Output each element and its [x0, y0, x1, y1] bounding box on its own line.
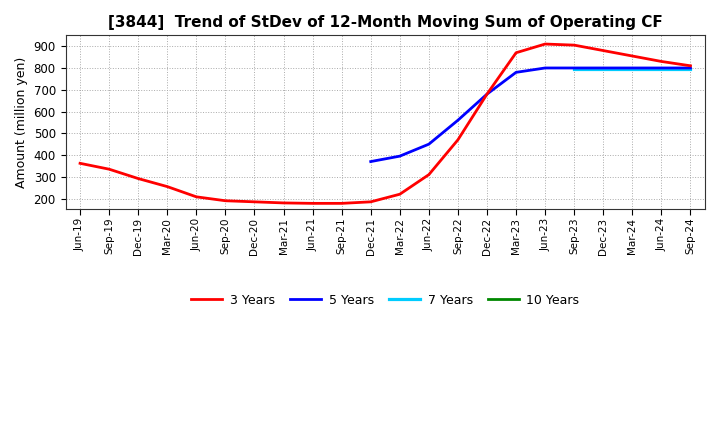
10 Years	[570, 66, 578, 72]
3 Years	[454, 137, 462, 143]
3 Years	[425, 172, 433, 177]
3 Years	[308, 201, 317, 206]
3 Years	[192, 194, 201, 199]
7 Years	[570, 66, 578, 72]
Line: 5 Years: 5 Years	[371, 68, 690, 161]
Title: [3844]  Trend of StDev of 12-Month Moving Sum of Operating CF: [3844] Trend of StDev of 12-Month Moving…	[108, 15, 662, 30]
3 Years	[279, 200, 288, 205]
5 Years	[541, 66, 549, 71]
3 Years	[338, 201, 346, 206]
5 Years	[599, 66, 608, 71]
5 Years	[657, 66, 666, 71]
10 Years	[628, 66, 636, 72]
Legend: 3 Years, 5 Years, 7 Years, 10 Years: 3 Years, 5 Years, 7 Years, 10 Years	[186, 289, 585, 312]
3 Years	[541, 41, 549, 47]
3 Years	[105, 167, 114, 172]
3 Years	[657, 59, 666, 64]
10 Years	[686, 66, 695, 72]
3 Years	[512, 50, 521, 55]
7 Years	[628, 66, 636, 72]
5 Years	[366, 159, 375, 164]
3 Years	[395, 191, 404, 197]
3 Years	[221, 198, 230, 203]
7 Years	[657, 66, 666, 72]
5 Years	[512, 70, 521, 75]
3 Years	[599, 48, 608, 53]
5 Years	[395, 154, 404, 159]
5 Years	[686, 66, 695, 71]
3 Years	[366, 199, 375, 205]
5 Years	[628, 66, 636, 71]
5 Years	[425, 142, 433, 147]
3 Years	[76, 161, 84, 166]
Line: 3 Years: 3 Years	[80, 44, 690, 203]
3 Years	[250, 199, 258, 205]
3 Years	[134, 176, 143, 181]
5 Years	[454, 117, 462, 123]
7 Years	[686, 66, 695, 72]
Y-axis label: Amount (million yen): Amount (million yen)	[15, 57, 28, 188]
5 Years	[482, 92, 491, 97]
3 Years	[570, 43, 578, 48]
5 Years	[570, 66, 578, 71]
7 Years	[599, 66, 608, 72]
3 Years	[686, 63, 695, 69]
10 Years	[599, 66, 608, 72]
3 Years	[163, 184, 171, 189]
3 Years	[482, 92, 491, 97]
10 Years	[657, 66, 666, 72]
3 Years	[628, 53, 636, 59]
